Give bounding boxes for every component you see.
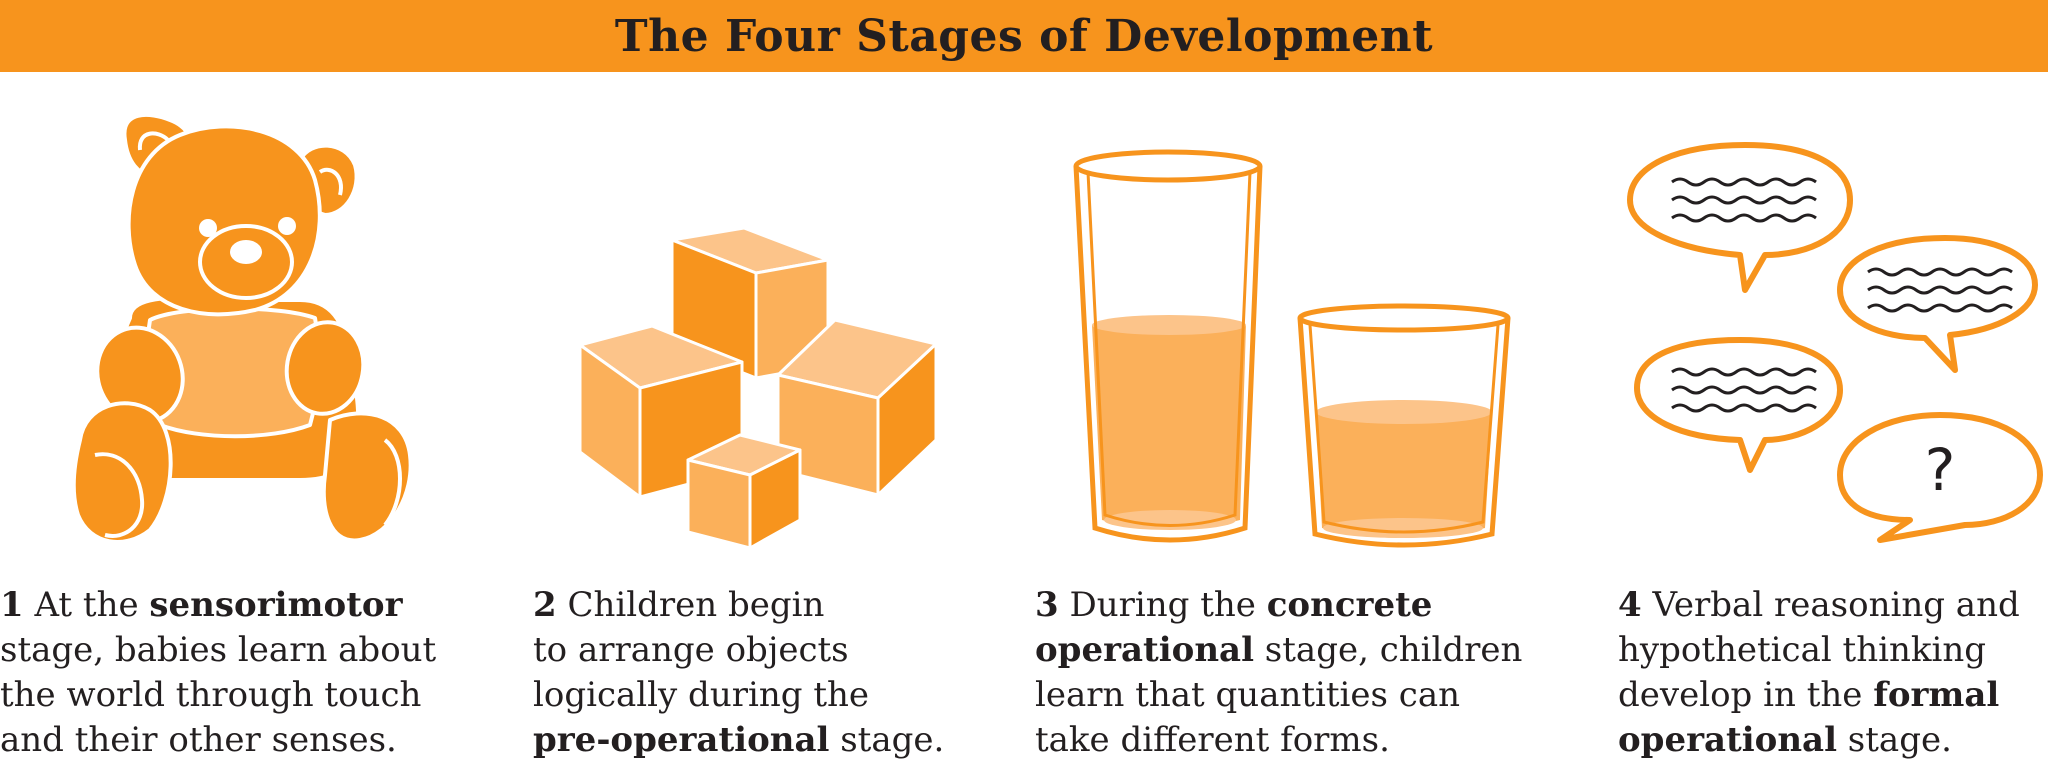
caption-line: the world through touch [0, 673, 436, 718]
bear-leg-left [71, 401, 173, 544]
stage-term: operational [1035, 630, 1254, 670]
caption-line: develop in the formal [1618, 673, 2020, 718]
caption-text: take different forms. [1035, 720, 1390, 760]
caption-text: At the [23, 585, 150, 625]
bear-arm-right [284, 320, 366, 416]
stage-term: operational [1618, 720, 1837, 760]
short-glass-outline [1297, 317, 1511, 548]
stage-term: pre-operational [533, 720, 830, 760]
caption-text: stage, children [1254, 630, 1523, 670]
caption-text: to arrange objects [533, 630, 849, 670]
teddy-bear-icon [71, 112, 413, 544]
tall-glass-outline [1073, 165, 1263, 543]
caption-line: operational stage. [1618, 718, 2020, 763]
caption-text: stage. [829, 720, 945, 760]
title-banner: The Four Stages of Development [0, 0, 2048, 72]
bear-foot-right [383, 438, 402, 527]
stage-term: concrete [1266, 585, 1433, 625]
bear-foot-left [94, 452, 145, 538]
stage-number: 1 [0, 585, 24, 625]
squiggle-2c [1867, 303, 2013, 313]
squiggle-2b [1867, 285, 2013, 295]
block-right-face-right [876, 342, 938, 497]
bear-ear-inner-right [318, 167, 343, 196]
tall-glass-inner [1086, 171, 1252, 527]
stage-number: 2 [533, 585, 557, 625]
squiggle-3b [1671, 385, 1817, 395]
speech-bubble-4 [1837, 412, 2043, 543]
caption-line: pre-operational stage. [533, 718, 944, 763]
glasses-icon [1073, 149, 1511, 548]
tall-glass-rim [1073, 149, 1263, 183]
short-glass-rim [1297, 303, 1511, 333]
caption-line: and their other senses. [0, 718, 436, 763]
stage-term: sensorimotor [149, 585, 403, 625]
short-glass-bottom-shade [1323, 518, 1483, 538]
caption-line: learn that quantities can [1035, 673, 1522, 718]
bear-ear-inner-left [137, 131, 170, 151]
caption-line: operational stage, children [1035, 628, 1522, 673]
caption-text: hypothetical thinking [1618, 630, 1987, 670]
squiggle-1b [1671, 195, 1817, 205]
bear-leg-right [321, 411, 413, 543]
stage-term: formal [1873, 675, 2000, 715]
block-small-face-right [748, 448, 802, 550]
squiggle-3a [1671, 367, 1817, 377]
block-small-face-left [686, 458, 752, 550]
stage-4-caption: 4 Verbal reasoning and hypothetical think… [1618, 583, 2020, 763]
caption-text: learn that quantities can [1035, 675, 1461, 715]
stage-2-caption: 2 Children begin to arrange objects logica… [533, 583, 944, 763]
caption-line: 4 Verbal reasoning and [1618, 583, 2020, 628]
caption-text: stage. [1837, 720, 1952, 760]
caption-text: and their other senses. [0, 720, 397, 760]
caption-line: hypothetical thinking [1618, 628, 2020, 673]
tall-glass-liquid-surface [1092, 315, 1246, 335]
stage-3-caption: 3 During the concrete operational stage, … [1035, 583, 1522, 763]
stage-number: 3 [1035, 585, 1059, 625]
caption-line: take different forms. [1035, 718, 1522, 763]
short-glass-liquid [1316, 405, 1492, 538]
squiggle-1c [1671, 213, 1817, 223]
caption-line: stage, babies learn about [0, 628, 436, 673]
caption-line: 3 During the concrete [1035, 583, 1522, 628]
title-banner-bg [0, 0, 2048, 72]
squiggle-3c [1671, 403, 1817, 413]
caption-text: Children begin [556, 585, 825, 625]
caption-text: develop in the [1618, 675, 1874, 715]
squiggle-1a [1671, 177, 1817, 187]
bear-nose [230, 240, 262, 264]
caption-text: During the [1058, 585, 1267, 625]
squiggle-2a [1867, 267, 2013, 277]
caption-line: 1 At the sensorimotor [0, 583, 436, 628]
stage-1-caption: 1 At the sensorimotor stage, babies learn… [0, 583, 436, 763]
stage-number: 4 [1618, 585, 1642, 625]
bear-eye-left [199, 219, 217, 237]
squiggle-lines [1671, 177, 2013, 413]
caption-line: logically during the [533, 673, 944, 718]
bear-eye-right [278, 217, 296, 235]
blocks-icon [578, 226, 938, 550]
caption-line: 2 Children begin [533, 583, 944, 628]
short-glass-inner [1308, 324, 1500, 534]
caption-line: to arrange objects [533, 628, 944, 673]
caption-text: Verbal reasoning and [1641, 585, 2020, 625]
short-glass-liquid-surface [1316, 400, 1492, 424]
tall-glass-liquid [1092, 320, 1246, 529]
page-title: The Four Stages of Development [614, 10, 1434, 62]
caption-text: logically during the [533, 675, 869, 715]
question-mark: ? [1925, 436, 1956, 504]
tall-glass-bottom-shade [1104, 510, 1236, 530]
caption-text: the world through touch [0, 675, 422, 715]
caption-text: stage, babies learn about [0, 630, 437, 670]
speech-bubble-1 [1627, 142, 1853, 293]
speech-bubbles-icon [1627, 142, 2043, 543]
